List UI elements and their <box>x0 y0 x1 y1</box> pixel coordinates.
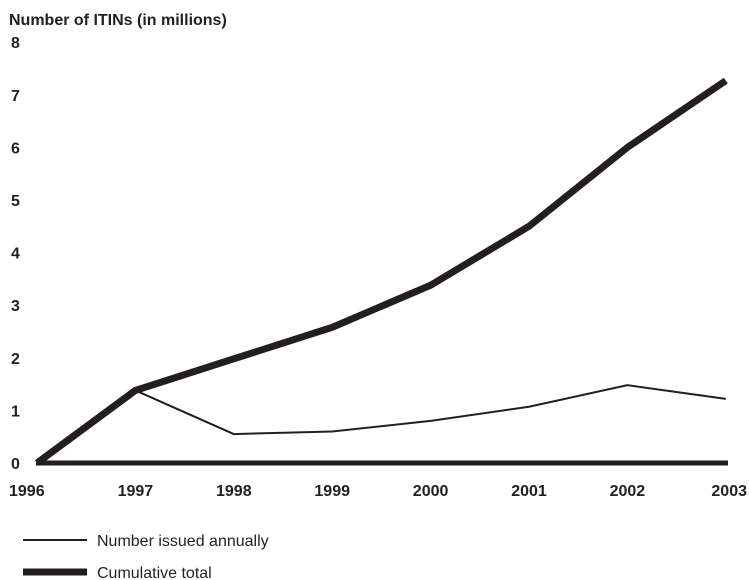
legend-label-cumulative-total: Cumulative total <box>97 565 212 580</box>
x-tick-label: 1996 <box>9 483 45 500</box>
y-tick-label: 7 <box>11 88 20 105</box>
y-tick-label: 5 <box>11 193 20 210</box>
y-axis-ticks: 0 1 2 3 4 5 6 7 8 <box>11 35 20 473</box>
y-tick-label: 1 <box>11 403 20 420</box>
y-tick-label: 6 <box>11 140 20 157</box>
x-tick-label: 2003 <box>711 483 747 500</box>
plot-area <box>34 77 728 466</box>
y-tick-label: 0 <box>11 456 20 473</box>
x-tick-label: 1998 <box>216 483 252 500</box>
x-axis-ticks: 1996 1997 1998 1999 2000 2001 2002 2003 <box>9 483 747 500</box>
x-tick-label: 2000 <box>413 483 449 500</box>
y-tick-label: 4 <box>11 246 20 263</box>
y-tick-label: 2 <box>11 351 20 368</box>
x-tick-label: 2002 <box>610 483 646 500</box>
legend: Number issued annually Cumulative total <box>23 533 269 580</box>
x-tick-label: 1999 <box>314 483 350 500</box>
x-tick-label: 1997 <box>118 483 154 500</box>
x-tick-label: 2001 <box>511 483 547 500</box>
y-tick-label: 8 <box>11 35 20 52</box>
series-line-number-issued-annually <box>36 384 726 464</box>
y-tick-label: 3 <box>11 298 20 315</box>
y-axis-title: Number of ITINs (in millions) <box>9 12 227 29</box>
legend-label-number-issued-annually: Number issued annually <box>97 533 269 550</box>
series-line-cumulative-total <box>34 77 728 466</box>
